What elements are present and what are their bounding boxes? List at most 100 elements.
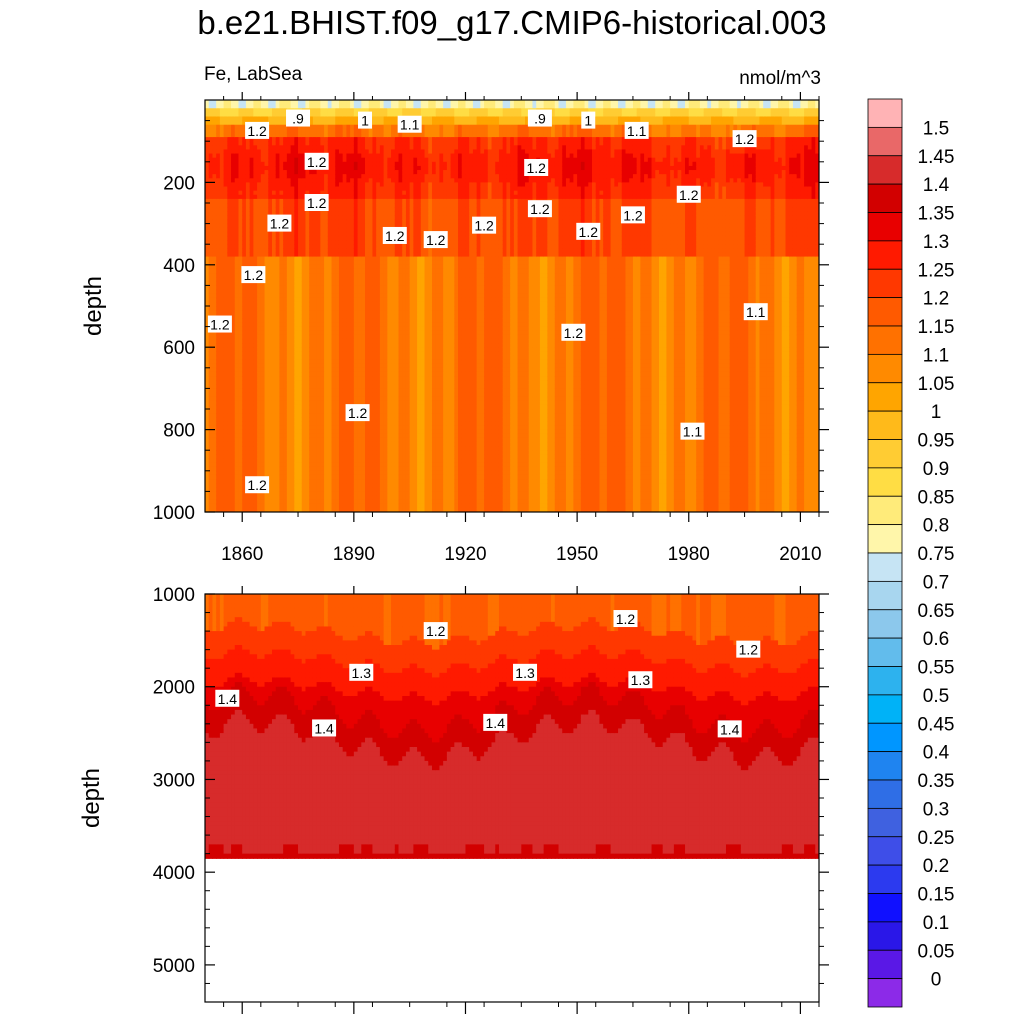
heat-cell <box>365 178 370 183</box>
heat-cell <box>368 273 374 278</box>
heat-cell <box>234 367 240 373</box>
heat-cell <box>249 367 254 373</box>
heat-cell <box>376 388 381 394</box>
heat-cell <box>331 190 336 196</box>
heat-cell <box>249 153 254 159</box>
heat-cell <box>234 235 240 241</box>
heat-cell <box>208 227 214 233</box>
heat-cell <box>387 207 392 212</box>
heat-cell <box>342 145 348 151</box>
heat-cell <box>283 318 288 324</box>
heat-cell <box>324 376 329 381</box>
heat-cell <box>324 281 329 286</box>
heat-cell <box>271 363 277 369</box>
heat-cell <box>368 268 374 274</box>
heat-cell <box>257 359 262 365</box>
heat-cell <box>357 165 362 171</box>
heat-cell <box>238 334 243 340</box>
heat-cell <box>353 470 359 476</box>
heat-cell <box>327 297 333 303</box>
heat-cell <box>205 487 210 492</box>
heat-cell <box>283 112 288 118</box>
heat-cell <box>316 466 321 472</box>
heat-cell <box>268 433 273 439</box>
heat-cell <box>223 194 228 200</box>
heat-cell <box>305 380 310 385</box>
heat-cell <box>286 491 292 497</box>
heat-cell <box>305 149 310 155</box>
heat-cell <box>279 132 284 138</box>
heat-cell <box>309 256 314 262</box>
heat-cell <box>357 433 362 439</box>
heat-cell <box>357 186 362 192</box>
heat-cell <box>238 446 243 451</box>
heat-cell <box>335 474 340 480</box>
heat-cell <box>283 108 288 113</box>
heat-cell <box>298 227 303 233</box>
heat-cell <box>279 495 284 501</box>
heat-cell <box>290 227 295 233</box>
heat-cell <box>361 215 366 221</box>
heat-cell <box>372 165 377 171</box>
heat-cell <box>249 384 254 389</box>
heat-cell <box>253 330 258 336</box>
heat-cell <box>212 186 217 192</box>
heat-cell <box>305 417 310 422</box>
heat-cell <box>365 141 370 146</box>
heat-cell <box>257 203 262 208</box>
heat-cell <box>365 421 370 427</box>
heat-cell <box>249 100 254 105</box>
heat-cell <box>379 433 385 439</box>
heat-cell <box>316 421 321 427</box>
heat-cell <box>298 100 303 105</box>
heat-cell <box>372 310 377 315</box>
heat-cell <box>219 367 225 373</box>
heat-cell <box>316 474 321 480</box>
heat-cell <box>223 441 228 447</box>
heat-cell <box>231 248 236 254</box>
heat-cell <box>372 186 377 192</box>
heat-cell <box>301 178 307 183</box>
heat-cell <box>305 306 310 311</box>
heat-cell <box>353 454 359 460</box>
heat-cell <box>346 433 351 439</box>
heat-cell <box>216 380 221 385</box>
heat-cell <box>342 338 348 344</box>
heat-cell <box>268 248 273 254</box>
heat-cell <box>249 108 254 113</box>
heat-cell <box>376 458 381 464</box>
heat-cell <box>212 190 217 196</box>
heat-cell <box>238 186 243 192</box>
heat-cell <box>312 425 318 431</box>
heat-cell <box>294 141 299 146</box>
heat-cell <box>216 244 221 249</box>
heat-cell <box>312 483 318 488</box>
heat-cell <box>316 211 321 216</box>
heat-cell <box>357 157 362 163</box>
heat-cell <box>342 100 348 105</box>
heat-cell <box>275 347 281 352</box>
heat-cell <box>283 409 288 414</box>
heat-cell <box>268 198 273 204</box>
heat-cell <box>231 306 236 311</box>
heat-cell <box>365 450 370 455</box>
heat-cell <box>216 153 221 159</box>
heat-cell <box>286 413 292 418</box>
heat-cell <box>264 503 269 509</box>
heat-cell <box>268 153 273 159</box>
heat-cell <box>264 194 269 200</box>
heat-cell <box>257 240 262 245</box>
heat-cell <box>245 182 251 188</box>
heat-cell <box>338 421 344 427</box>
heat-cell <box>242 132 247 138</box>
heat-cell <box>257 100 262 105</box>
heat-cell <box>260 182 266 188</box>
heat-cell <box>346 219 351 225</box>
heat-cell <box>365 306 370 311</box>
heat-cell <box>383 108 388 113</box>
heat-cell <box>372 227 377 233</box>
heat-cell <box>271 318 277 324</box>
heat-cell <box>309 281 314 286</box>
heat-cell <box>338 301 344 307</box>
heat-cell <box>271 338 277 344</box>
